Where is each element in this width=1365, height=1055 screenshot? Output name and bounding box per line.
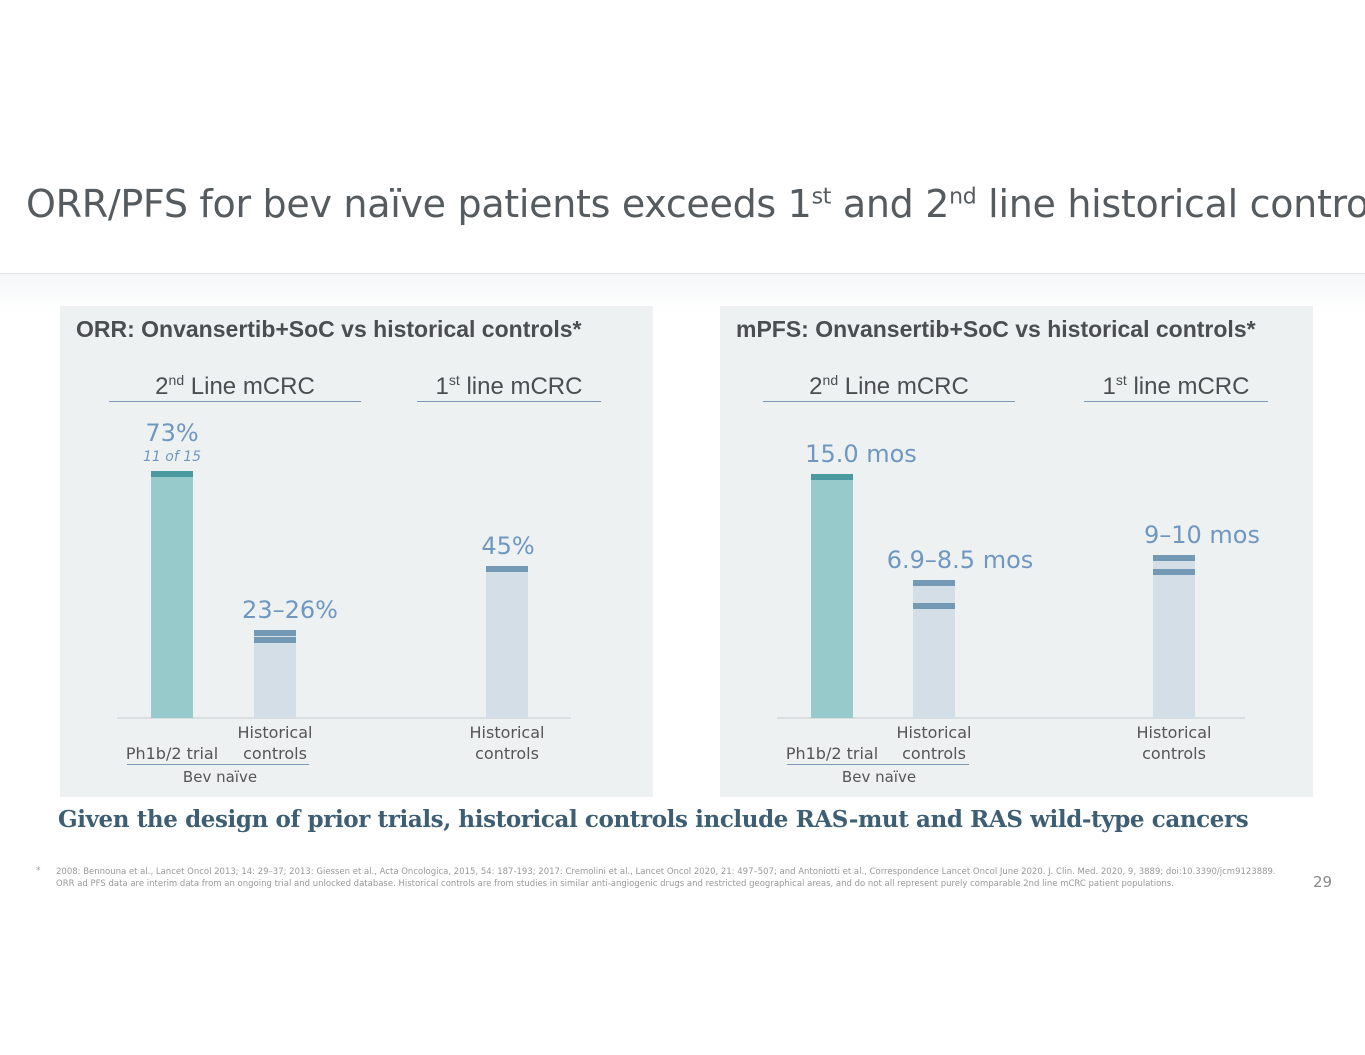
data-label: 23–26% bbox=[242, 596, 338, 625]
bar-cap-marker bbox=[913, 579, 955, 586]
bar-range-low-marker bbox=[1153, 568, 1195, 575]
chart-title: ORR: Onvansertib+SoC vs historical contr… bbox=[76, 316, 582, 342]
x-tick-label-line: controls bbox=[475, 744, 539, 763]
bar-range-low-marker bbox=[913, 602, 955, 609]
bev-naive-label: Bev naïve bbox=[182, 768, 258, 786]
chart-title: mPFS: Onvansertib+SoC vs historical cont… bbox=[736, 316, 1256, 342]
data-sublabel: 11 of 15 bbox=[142, 449, 202, 466]
bar-cap-marker bbox=[486, 565, 528, 572]
x-tick-label-line: Historical bbox=[469, 723, 545, 742]
bar bbox=[254, 630, 296, 718]
data-label: 6.9–8.5 mos bbox=[886, 545, 1034, 574]
bar bbox=[486, 565, 528, 718]
bar-cap-marker bbox=[151, 471, 193, 478]
bev-naive-label: Bev naïve bbox=[841, 768, 917, 786]
footnote-disclaimer: ORR ad PFS data are interim data from an… bbox=[56, 879, 1174, 889]
x-tick-label-line: controls bbox=[1142, 744, 1206, 763]
x-tick-label: Ph1b/2 trial bbox=[126, 743, 218, 764]
x-tick-label-line: Ph1b/2 trial bbox=[785, 744, 879, 763]
x-tick-label-line: Historical bbox=[896, 723, 972, 742]
x-tick-label-line: Historical bbox=[1136, 723, 1212, 742]
x-tick-label-line: Historical bbox=[237, 723, 313, 742]
bar bbox=[811, 473, 853, 718]
x-tick-label-line: controls bbox=[902, 744, 966, 763]
bar bbox=[913, 579, 955, 718]
bar bbox=[1153, 555, 1195, 718]
bar-cap-marker bbox=[1153, 555, 1195, 562]
callout-statement: Given the design of prior trials, histor… bbox=[58, 806, 1249, 833]
group-header-1st-line: 1st line mCRC bbox=[435, 372, 583, 400]
page-number: 29 bbox=[1313, 873, 1333, 891]
group-underline-1st-line bbox=[1084, 401, 1268, 402]
footnote-marker: * bbox=[36, 866, 41, 876]
orr-chart-panel: ORR: Onvansertib+SoC vs historical contr… bbox=[60, 306, 653, 797]
group-underline-2nd-line bbox=[109, 401, 361, 402]
bev-naive-bracket bbox=[787, 764, 969, 765]
bar bbox=[151, 471, 193, 718]
title-divider bbox=[0, 273, 1365, 274]
x-tick-label: Ph1b/2 trial bbox=[786, 743, 878, 764]
data-label: 73% bbox=[145, 419, 199, 448]
group-header-2nd-line: 2nd Line mCRC bbox=[155, 372, 315, 400]
x-axis-baseline bbox=[777, 717, 1245, 719]
group-underline-1st-line bbox=[417, 401, 601, 402]
x-tick-label-line: Ph1b/2 trial bbox=[125, 744, 219, 763]
group-header-1st-line: 1st line mCRC bbox=[1102, 372, 1250, 400]
x-tick-label-line: controls bbox=[243, 744, 307, 763]
slide-title: ORR/PFS for bev naïve patients exceeds 1… bbox=[26, 182, 1365, 226]
bev-naive-bracket bbox=[127, 764, 309, 765]
x-tick-label: Historical controls bbox=[1137, 722, 1212, 764]
bar-range-low-marker bbox=[254, 637, 296, 644]
x-tick-label: Historical controls bbox=[897, 722, 972, 764]
data-label: 45% bbox=[481, 531, 535, 560]
group-header-2nd-line: 2nd Line mCRC bbox=[809, 372, 969, 400]
mpfs-chart-panel: mPFS: Onvansertib+SoC vs historical cont… bbox=[720, 306, 1313, 797]
x-axis-baseline bbox=[117, 717, 571, 719]
data-label: 9–10 mos bbox=[1143, 521, 1261, 550]
footnote-references: 2008: Bennouna et al., Lancet Oncol 2013… bbox=[56, 867, 1276, 877]
x-tick-label: Historical controls bbox=[238, 722, 313, 764]
group-underline-2nd-line bbox=[763, 401, 1015, 402]
data-label: 15.0 mos bbox=[805, 439, 917, 468]
bar-cap-marker bbox=[811, 473, 853, 480]
bar-cap-marker bbox=[254, 630, 296, 637]
x-tick-label: Historical controls bbox=[470, 722, 545, 764]
